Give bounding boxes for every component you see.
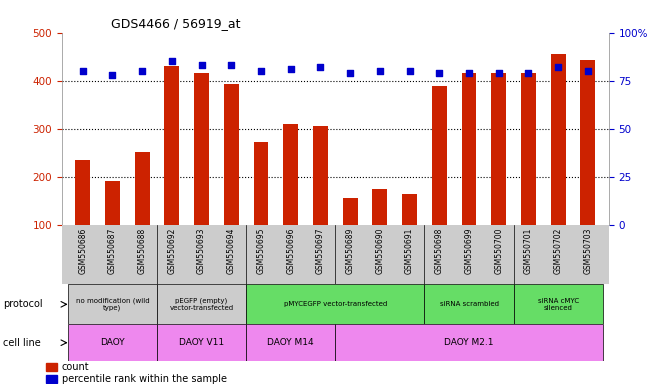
Text: no modification (wild
type): no modification (wild type) <box>76 297 149 311</box>
Text: GSM550697: GSM550697 <box>316 228 325 274</box>
Bar <box>402 194 417 273</box>
Text: protocol: protocol <box>3 299 43 310</box>
Point <box>493 70 504 76</box>
Point <box>107 72 118 78</box>
Text: siRNA cMYC
silenced: siRNA cMYC silenced <box>538 298 579 311</box>
Bar <box>424 284 514 324</box>
Point <box>226 62 236 68</box>
Text: percentile rank within the sample: percentile rank within the sample <box>62 374 227 384</box>
Bar <box>135 152 150 273</box>
Bar <box>194 73 209 273</box>
Point <box>464 70 474 76</box>
Bar <box>68 324 157 361</box>
Point <box>553 64 563 70</box>
Point <box>137 68 147 74</box>
Bar <box>313 126 328 273</box>
Point <box>197 62 207 68</box>
Text: pEGFP (empty)
vector-transfected: pEGFP (empty) vector-transfected <box>169 298 234 311</box>
Text: GSM550696: GSM550696 <box>286 228 295 274</box>
Text: count: count <box>62 362 89 372</box>
Bar <box>224 84 239 273</box>
Bar <box>551 54 566 273</box>
Text: pMYCEGFP vector-transfected: pMYCEGFP vector-transfected <box>284 301 387 307</box>
Text: GSM550690: GSM550690 <box>376 228 384 274</box>
Bar <box>157 324 246 361</box>
Text: GSM550693: GSM550693 <box>197 228 206 274</box>
Point <box>404 68 415 74</box>
Text: DAOY V11: DAOY V11 <box>179 338 224 347</box>
Bar <box>283 124 298 273</box>
Bar <box>46 375 57 383</box>
Text: DAOY M14: DAOY M14 <box>268 338 314 347</box>
Text: GSM550699: GSM550699 <box>465 228 473 274</box>
Text: GDS4466 / 56919_at: GDS4466 / 56919_at <box>111 17 240 30</box>
Bar <box>246 324 335 361</box>
Text: DAOY M2.1: DAOY M2.1 <box>444 338 493 347</box>
Bar <box>432 86 447 273</box>
Bar <box>492 73 506 273</box>
Point <box>583 68 593 74</box>
Bar <box>157 284 246 324</box>
Bar <box>246 284 424 324</box>
Point <box>77 68 88 74</box>
Bar <box>46 363 57 371</box>
Text: GSM550703: GSM550703 <box>583 228 592 274</box>
Bar <box>342 198 357 273</box>
Text: GSM550689: GSM550689 <box>346 228 355 274</box>
Text: GSM550688: GSM550688 <box>137 228 146 274</box>
Text: GSM550695: GSM550695 <box>256 228 266 274</box>
Point <box>345 70 355 76</box>
Bar <box>581 60 595 273</box>
Text: GSM550691: GSM550691 <box>405 228 414 274</box>
Bar <box>462 73 477 273</box>
Text: GSM550687: GSM550687 <box>108 228 117 274</box>
Bar <box>514 284 603 324</box>
Bar <box>372 189 387 273</box>
Text: GSM550702: GSM550702 <box>553 228 562 274</box>
Point <box>315 64 326 70</box>
Text: GSM550698: GSM550698 <box>435 228 444 274</box>
Point <box>286 66 296 72</box>
Point <box>167 58 177 65</box>
Text: DAOY: DAOY <box>100 338 125 347</box>
Bar <box>105 182 120 273</box>
Text: GSM550692: GSM550692 <box>167 228 176 274</box>
Point <box>256 68 266 74</box>
Text: GSM550686: GSM550686 <box>78 228 87 274</box>
Bar <box>68 284 157 324</box>
Point <box>434 70 445 76</box>
Bar <box>335 324 603 361</box>
Bar <box>164 66 179 273</box>
Bar <box>76 160 90 273</box>
Text: GSM550700: GSM550700 <box>494 228 503 274</box>
Point <box>374 68 385 74</box>
Text: siRNA scrambled: siRNA scrambled <box>439 301 499 307</box>
Bar <box>253 142 268 273</box>
Text: GSM550694: GSM550694 <box>227 228 236 274</box>
Point <box>523 70 534 76</box>
Bar <box>521 73 536 273</box>
Text: GSM550701: GSM550701 <box>524 228 533 274</box>
Text: cell line: cell line <box>3 338 41 348</box>
